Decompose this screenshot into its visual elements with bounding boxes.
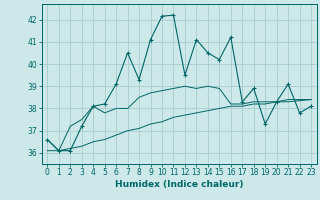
X-axis label: Humidex (Indice chaleur): Humidex (Indice chaleur) [115,180,244,189]
